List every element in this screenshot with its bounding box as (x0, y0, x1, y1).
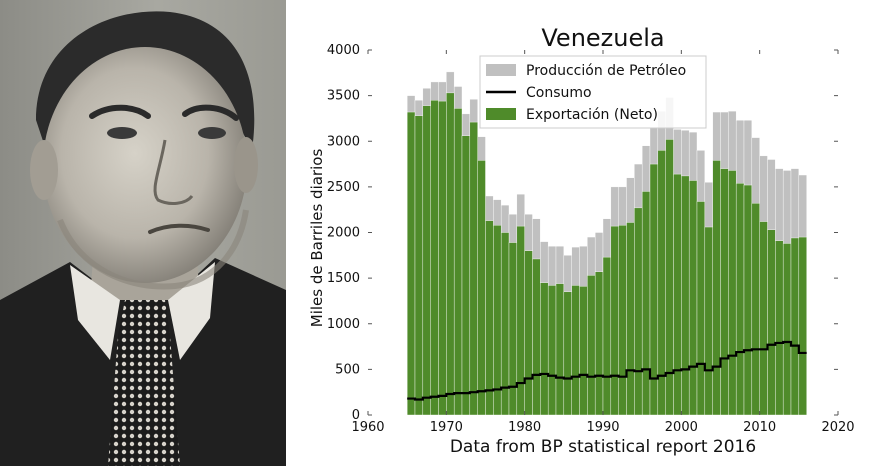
exports-bar (720, 168, 729, 416)
y-axis-label: Miles de Barriles diarios (308, 149, 326, 328)
exports-bar (555, 283, 565, 416)
exports-bar (743, 184, 753, 416)
exports-bar (634, 207, 643, 416)
exports-bar (790, 237, 800, 416)
exports-bar (775, 240, 784, 416)
legend-swatch-exports (486, 108, 516, 120)
venezuela-oil-chart: Venezuela Miles de Barriles diarios Data… (308, 24, 855, 457)
exports-bar (728, 170, 737, 416)
exports-bar (485, 220, 494, 416)
x-tick-label: 1970 (430, 420, 463, 435)
exports-bar (438, 100, 447, 416)
exports-bar (461, 135, 471, 416)
axes: 0 500 1000 1500 2000 2500 3000 3500 4000 1960 1970… (327, 43, 855, 435)
exports-bar (594, 271, 604, 416)
exports-bar (759, 221, 768, 416)
y-tick-label: 3000 (327, 134, 360, 149)
exports-bar (508, 242, 518, 416)
x-axis-label: Data from BP statistical report 2016 (450, 437, 756, 457)
x-tick-label: 1990 (586, 420, 619, 435)
exports-bar (681, 175, 690, 416)
exports-bar (516, 225, 525, 416)
exports-bar (735, 183, 745, 416)
exports-bar (712, 160, 721, 416)
exports-bar (469, 121, 478, 416)
exports-bar (782, 243, 792, 416)
x-tick-label: 2010 (743, 420, 776, 435)
exports-bar (532, 258, 541, 416)
exports-bar (547, 285, 557, 416)
legend-label-production: Producción de Petróleo (526, 63, 686, 79)
x-tick-label: 1980 (508, 420, 541, 435)
exports-bar (688, 180, 698, 416)
legend-swatch-production (486, 64, 516, 76)
exports-bar (563, 291, 572, 416)
exports-bar (587, 275, 596, 416)
chart-title: Venezuela (541, 24, 664, 52)
legend-label-exports: Exportación (Neto) (526, 107, 658, 123)
legend-label-consumption: Consumo (526, 85, 592, 101)
exports-bar (446, 92, 455, 416)
exports-bar (524, 250, 533, 416)
exports-bar (704, 226, 713, 416)
exports-bar (406, 111, 416, 416)
exports-bar (673, 173, 682, 416)
exports-bar (751, 203, 760, 416)
legend: Producción de Petróleo Consumo Exportaci… (479, 55, 707, 129)
exports-bar (602, 256, 612, 416)
exports-bar (493, 224, 502, 416)
exports-bar (626, 222, 635, 416)
exports-bar (571, 285, 580, 416)
exports-bar (798, 236, 807, 416)
portrait-photo (0, 0, 286, 466)
consumption-line (407, 340, 807, 401)
exports-bar (430, 99, 439, 416)
exports-bar (641, 191, 651, 416)
exports-bar (414, 115, 424, 416)
y-tick-label: 2500 (327, 180, 360, 195)
y-tick-label: 2000 (327, 226, 360, 241)
x-tick-label: 2020 (821, 420, 854, 435)
y-tick-label: 1500 (327, 271, 360, 286)
y-tick-label: 0 (352, 408, 360, 423)
exports-bar (696, 201, 706, 416)
y-tick-label: 500 (335, 362, 360, 377)
exports-bar (540, 282, 549, 416)
exports-bar (453, 108, 463, 416)
exports-bar (649, 163, 659, 416)
exports-bar (610, 225, 619, 416)
y-tick-label: 4000 (327, 43, 360, 58)
plot-area (406, 71, 807, 416)
exports-bar (767, 229, 776, 416)
x-tick-label: 1960 (351, 420, 384, 435)
legend-box (479, 55, 707, 129)
y-tick-label: 1000 (327, 317, 360, 332)
exports-bar (422, 105, 431, 416)
exports-bar (579, 286, 588, 416)
exports-bar (477, 160, 486, 416)
x-tick-label: 2000 (665, 420, 698, 435)
y-tick-label: 3500 (327, 89, 360, 104)
exports-bar (618, 224, 627, 416)
